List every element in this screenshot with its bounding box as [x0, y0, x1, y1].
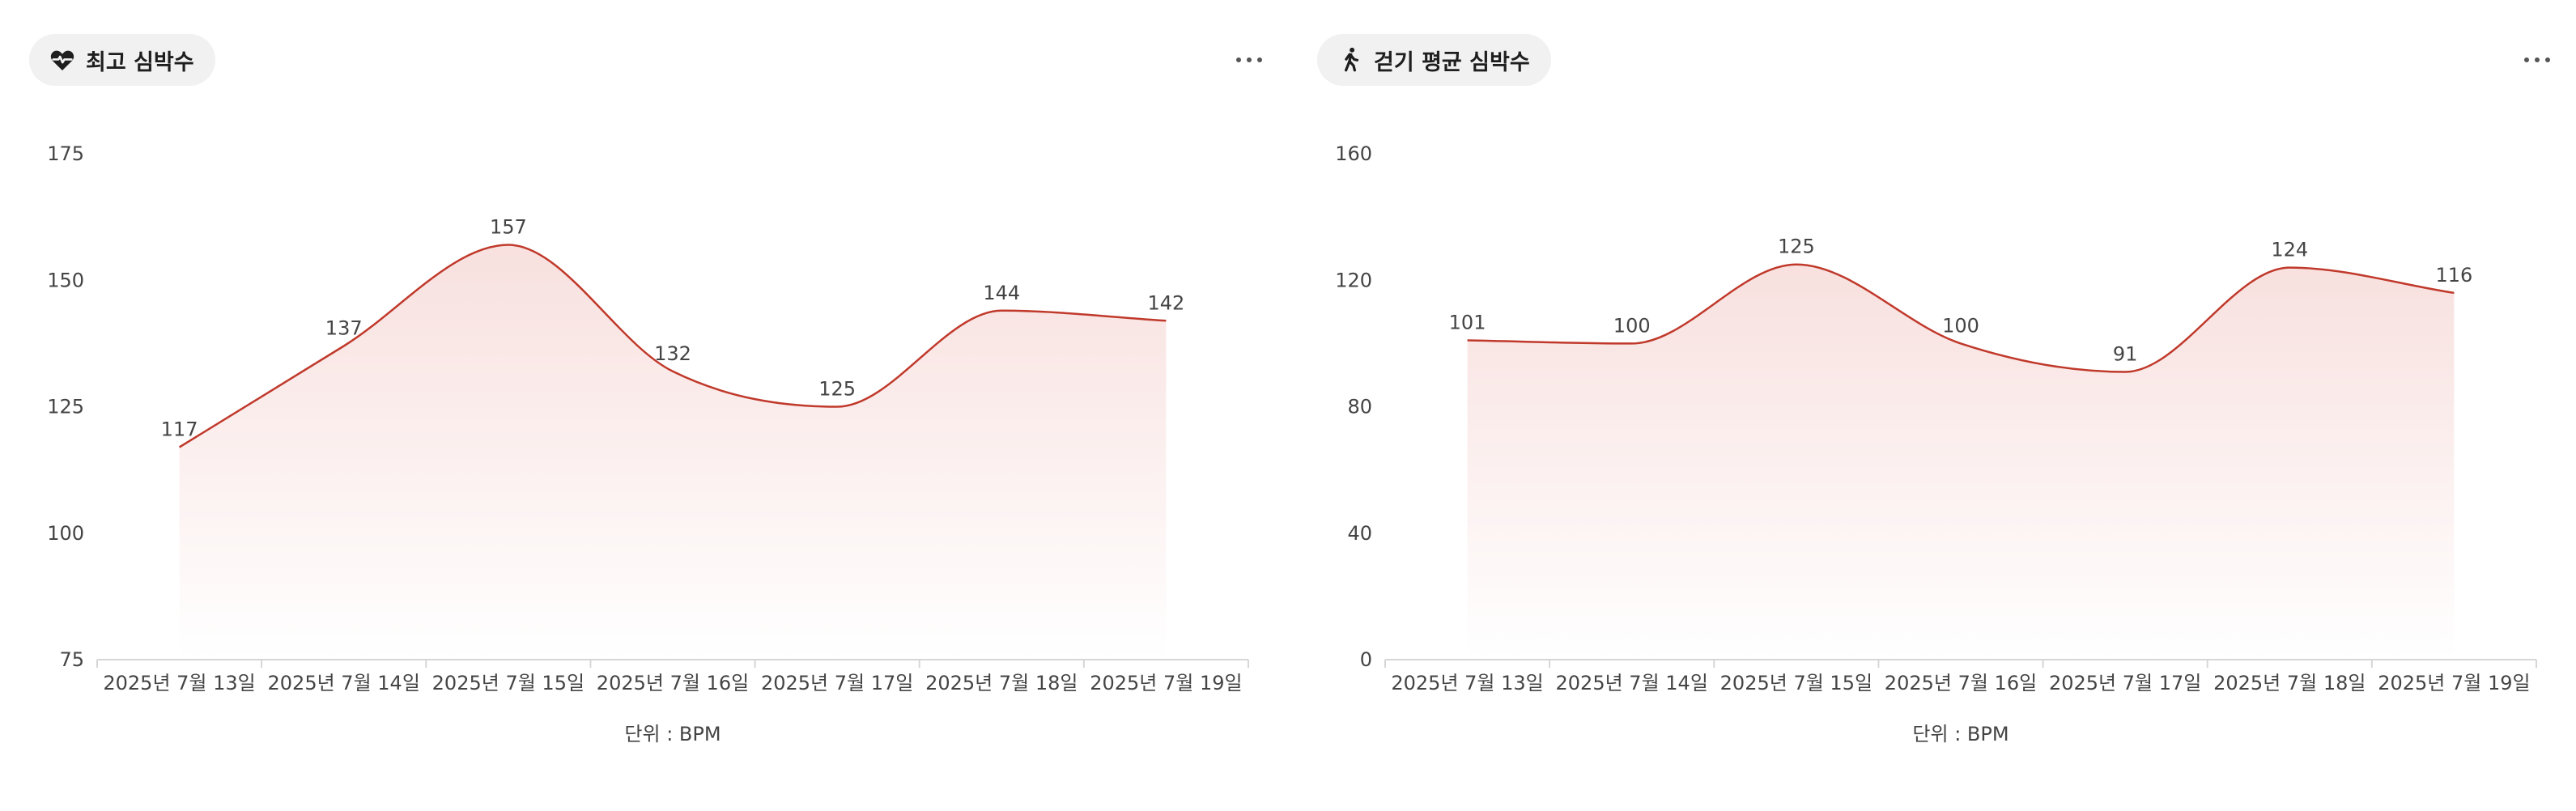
more-options-button[interactable] — [2516, 45, 2558, 74]
series-line — [1467, 263, 2455, 373]
walking-avg-heart-rate-chip[interactable]: 걷기 평균 심박수 — [1317, 34, 1551, 86]
data-point[interactable] — [998, 308, 1005, 314]
y-tick-label: 150 — [47, 269, 84, 291]
data-label: 142 — [1148, 291, 1185, 314]
panel-title: 걷기 평균 심박수 — [1374, 49, 1530, 75]
data-label: 101 — [1449, 311, 1486, 333]
x-tick-label: 2025년 7월 16일 — [597, 672, 749, 694]
walking-person-icon — [1337, 46, 1364, 74]
area-fill — [179, 244, 1167, 660]
data-label: 100 — [1613, 314, 1651, 337]
data-point[interactable] — [2286, 265, 2293, 271]
panel-title: 최고 심박수 — [86, 49, 194, 75]
x-tick-label: 2025년 7월 18일 — [925, 672, 1078, 694]
data-label: 144 — [983, 282, 1020, 304]
unit-label: 단위 : BPM — [1912, 723, 2009, 745]
data-label: 132 — [654, 342, 691, 365]
series-line — [178, 244, 1167, 448]
y-tick-label: 40 — [1347, 522, 1372, 545]
more-options-button[interactable] — [1228, 45, 1270, 74]
max-heart-rate-chart: 75 100 125 150 175 117 137 157 132 125 144 142 2025년… — [47, 142, 1249, 745]
data-point[interactable] — [834, 404, 840, 410]
area-fill — [1467, 264, 2455, 660]
y-tick-label: 0 — [1360, 648, 1372, 671]
max-heart-rate-panel: 최고 심박수 75 100 125 150 175 117 137 157 132 125 144 1… — [29, 34, 1270, 745]
y-tick-label: 160 — [1335, 142, 1372, 165]
x-tick-label: 2025년 7월 19일 — [2378, 672, 2530, 694]
y-tick-label: 120 — [1335, 269, 1372, 291]
x-tick-label: 2025년 7월 14일 — [268, 672, 420, 694]
data-point[interactable] — [1629, 340, 1635, 346]
x-tick-label: 2025년 7월 16일 — [1885, 672, 2037, 694]
x-tick-label: 2025년 7월 15일 — [432, 672, 584, 694]
data-label: 125 — [1778, 236, 1815, 258]
data-label: 100 — [1942, 314, 1979, 337]
data-point[interactable] — [670, 368, 676, 375]
y-tick-label: 75 — [59, 648, 84, 671]
x-tick-label: 2025년 7월 15일 — [1720, 672, 1872, 694]
data-label: 125 — [818, 378, 856, 401]
data-point[interactable] — [2451, 290, 2457, 296]
data-label: 157 — [490, 216, 527, 239]
data-label: 116 — [2436, 264, 2473, 287]
data-point[interactable] — [1464, 337, 1471, 343]
x-tick-label: 2025년 7월 14일 — [1556, 672, 1708, 694]
data-point[interactable] — [1793, 261, 1800, 268]
data-point[interactable] — [2122, 369, 2128, 376]
more-horizontal-icon — [2523, 56, 2552, 64]
x-tick-label: 2025년 7월 17일 — [2049, 672, 2201, 694]
max-heart-rate-chip[interactable]: 최고 심박수 — [29, 34, 215, 86]
walking-avg-heart-rate-panel: 걷기 평균 심박수 0 40 80 120 160 101 100 125 100 91 124 11… — [1288, 0, 2576, 811]
unit-label: 단위 : BPM — [624, 723, 721, 745]
y-tick-label: 100 — [47, 522, 84, 545]
x-tick-label: 2025년 7월 13일 — [103, 672, 255, 694]
data-label: 91 — [2113, 343, 2138, 366]
y-tick-label: 80 — [1347, 396, 1372, 418]
data-point[interactable] — [1958, 340, 1964, 346]
data-label: 137 — [325, 317, 363, 340]
x-tick-label: 2025년 7월 18일 — [2213, 672, 2366, 694]
data-point[interactable] — [505, 242, 512, 248]
y-tick-label: 175 — [47, 142, 84, 165]
data-label: 124 — [2271, 239, 2308, 261]
walking-avg-heart-rate-chart: 0 40 80 120 160 101 100 125 100 91 124 116 2025년 7월 … — [1335, 142, 2537, 745]
data-point[interactable] — [176, 444, 183, 451]
x-tick-label: 2025년 7월 19일 — [1090, 672, 1242, 694]
y-tick-label: 125 — [47, 396, 84, 418]
data-point[interactable] — [1163, 317, 1169, 324]
x-tick-label: 2025년 7월 17일 — [761, 672, 913, 694]
x-tick-label: 2025년 7월 13일 — [1391, 672, 1543, 694]
more-horizontal-icon — [1235, 56, 1264, 64]
data-label: 117 — [161, 418, 198, 441]
data-point[interactable] — [341, 343, 347, 350]
heart-pulse-icon — [49, 46, 76, 74]
